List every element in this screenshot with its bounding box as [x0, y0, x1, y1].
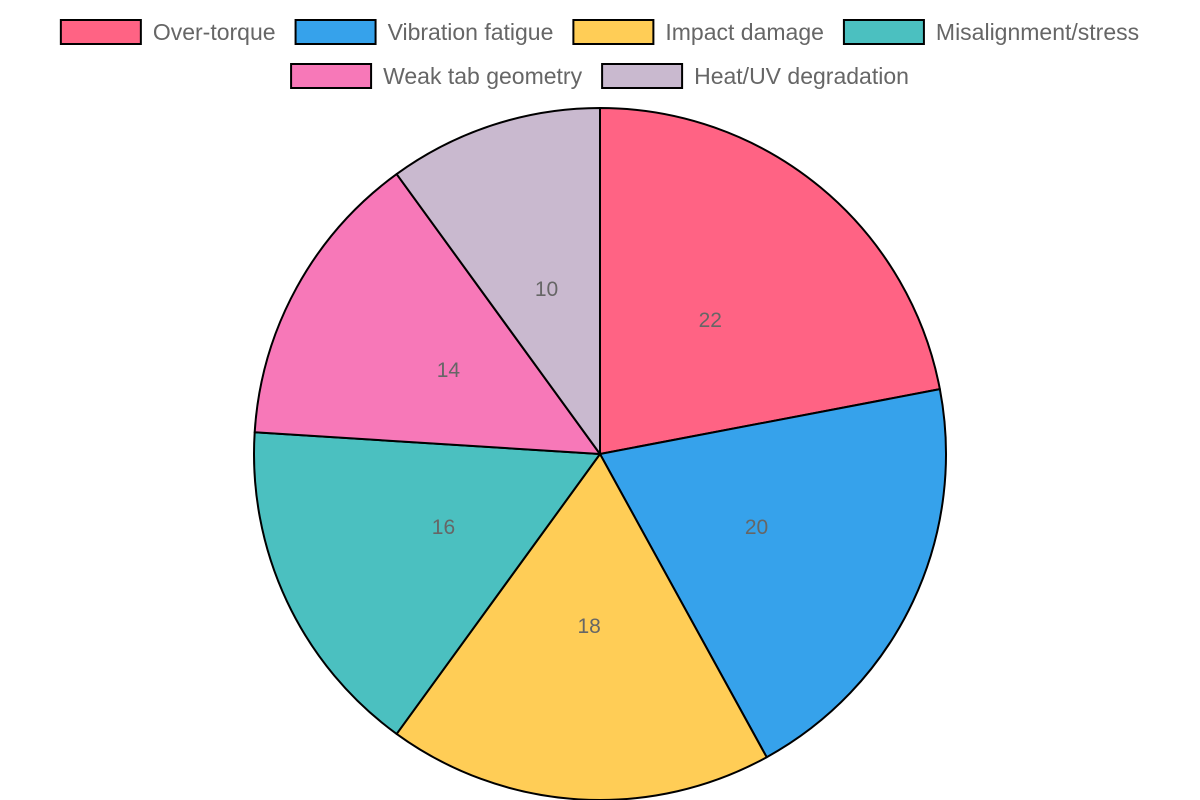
pie-data-labels: 22 20 18 16 14 10	[432, 278, 768, 638]
slice-value-label: 22	[699, 309, 722, 332]
legend-label: Over-torque	[153, 19, 276, 45]
pie-slice[interactable]	[253, 431, 601, 735]
legend-item[interactable]: Misalignment/stress	[842, 19, 1139, 45]
slice-value-label: 10	[535, 278, 558, 301]
legend-item[interactable]: Weak tab geometry	[290, 63, 583, 89]
legend-swatch	[290, 63, 373, 89]
legend-swatch	[601, 63, 684, 89]
chart-legend: Over-torque Vibration fatigue Impact damag…	[59, 19, 1139, 89]
pie-slice[interactable]	[395, 453, 768, 800]
legend-item[interactable]: Impact damage	[572, 19, 824, 45]
slice-value-label: 16	[432, 516, 455, 539]
legend-item[interactable]: Heat/UV degradation	[601, 63, 909, 89]
legend-swatch	[59, 19, 142, 45]
pie-slices	[253, 107, 947, 800]
legend-item[interactable]: Vibration fatigue	[294, 19, 554, 45]
slice-value-label: 18	[577, 615, 600, 638]
pie-slice[interactable]	[395, 107, 601, 455]
legend-label: Weak tab geometry	[383, 63, 583, 89]
pie-slice[interactable]	[599, 107, 941, 455]
legend-item[interactable]: Over-torque	[59, 19, 276, 45]
legend-label: Impact damage	[665, 19, 824, 45]
legend-swatch	[842, 19, 925, 45]
legend-label: Misalignment/stress	[936, 19, 1139, 45]
slice-value-label: 14	[437, 359, 461, 382]
pie-slice[interactable]	[599, 388, 947, 759]
legend-label: Heat/UV degradation	[694, 63, 909, 89]
legend-swatch	[294, 19, 377, 45]
legend-swatch	[572, 19, 655, 45]
pie-slice[interactable]	[253, 173, 601, 455]
slice-value-label: 20	[745, 516, 768, 539]
legend-label: Vibration fatigue	[388, 19, 554, 45]
